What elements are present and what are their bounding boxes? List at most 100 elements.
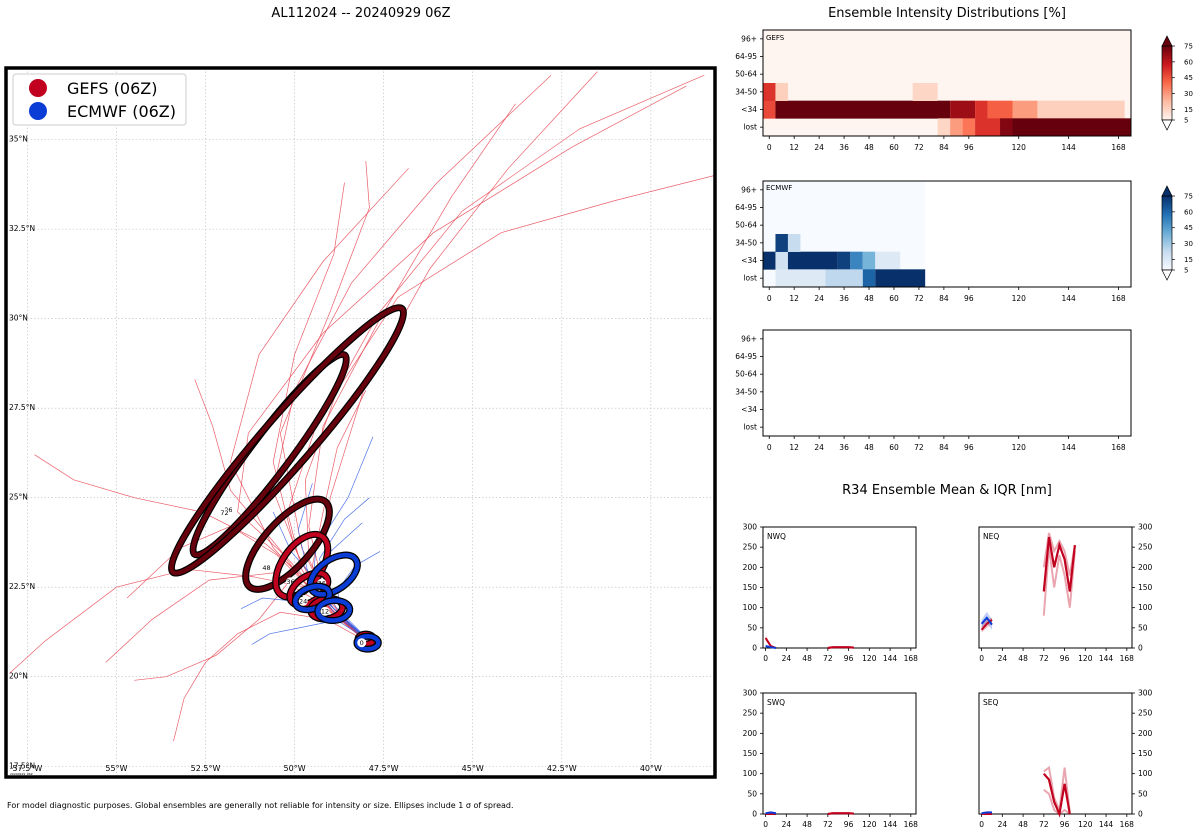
heatmap-xtick-label: 144: [1061, 294, 1076, 303]
map-lat-label: 20°N: [9, 672, 28, 681]
heatmap-cell: [1124, 100, 1131, 119]
r34-xtick-label: 0: [979, 820, 984, 829]
heatmap-xtick-label: 24: [814, 443, 824, 452]
r34-ytick-label: 300: [1138, 689, 1153, 698]
r34-ytick-label: 50: [747, 623, 757, 632]
heatmap-cell: [1012, 118, 1131, 137]
heatmap-cell: [787, 251, 838, 270]
r34-xtick-label: 24: [782, 654, 792, 663]
heatmap-cell: [950, 118, 963, 137]
heatmap-cell: [825, 269, 863, 288]
r34-ytick-label: 200: [1138, 563, 1153, 572]
r34-ecmwf-mean-line: [765, 645, 777, 649]
ecmwf-ellipse-label-bg: [320, 606, 330, 616]
r34-ytick-label: 150: [743, 749, 758, 758]
r34-xtick-label: 120: [1078, 820, 1093, 829]
legend-label-gefs: GEFS (06Z): [67, 79, 157, 98]
heatmap-xtick-label: 84: [939, 143, 949, 152]
heatmap-cell: [962, 118, 976, 137]
r34-panel-frame: [978, 526, 1133, 649]
gefs-heatmap-ticks: lost <34 34-50 50-64 64-95 96+ 0 12 24 36 48 60 72 84…: [735, 34, 1126, 152]
map-lon-label: 47.5°W: [369, 764, 399, 773]
legend-box: [12, 73, 187, 126]
heatmap-xtick-label: 72: [914, 294, 924, 303]
gefs-ellipse: [169, 305, 406, 576]
colorbar-tick-label: 60: [1184, 208, 1193, 216]
r34-xtick-label: 48: [802, 654, 812, 663]
map-title: AL112024 -- 20240929 06Z: [271, 6, 450, 21]
r34-gefs-mean-line-late: [1042, 772, 1071, 818]
r34-title: R34 Ensemble Mean & IQR [nm]: [842, 483, 1052, 498]
r34-panel-frame: [762, 692, 917, 815]
heatmap-cell: [975, 100, 988, 119]
ecmwf-ellipse: [354, 634, 381, 652]
legend-marker-gefs: [29, 79, 47, 97]
r34-ytick-label: 150: [1138, 583, 1153, 592]
ecmwf-ellipse-hour-label: 12: [321, 608, 329, 616]
r34-xtick-label: 0: [763, 820, 768, 829]
r34-panel-nwq: NWQ 0 50 100 150 200 250 300 0 24 48 72 96 120 144 168: [743, 523, 919, 664]
ecmwf-colorbar-min-arrow: [1161, 269, 1173, 281]
r34-xtick-label: 72: [1039, 654, 1049, 663]
ecmwf-ellipse: [315, 598, 353, 623]
map-lon-label: 45°W: [462, 764, 484, 773]
colorbar-tick-label: 15: [1184, 106, 1193, 114]
footer-note: For model diagnostic purposes. Global en…: [7, 801, 514, 810]
map-lon-label: 40°W: [640, 764, 662, 773]
r34-xtick-label: 24: [998, 654, 1008, 663]
r34-xtick-label: 144: [883, 654, 898, 663]
r34-ecmwf-mean-line: [980, 616, 993, 626]
heatmap-xtick-label: 36: [839, 443, 849, 452]
r34-xtick-label: 96: [844, 820, 854, 829]
r34-panel-label: NEQ: [983, 532, 999, 541]
heatmap-cell: [763, 251, 776, 270]
r34-ytick-label: 100: [743, 769, 758, 778]
r34-panel-label: SWQ: [767, 698, 785, 707]
r34-ytick-label: 200: [743, 729, 758, 738]
r34-xtick-label: 72: [1039, 820, 1049, 829]
r34-ytick-label: 200: [1138, 729, 1153, 738]
heatmap-xtick-label: 0: [767, 294, 772, 303]
heatmap-xtick-label: 72: [914, 443, 924, 452]
r34-ecmwf-mean-line: [981, 811, 992, 815]
ecmwf-colorbar-ticks: 5 15 30 45 60 75: [1172, 193, 1193, 275]
r34-ytick-label: 250: [743, 709, 758, 718]
r34-ytick-label: 300: [743, 689, 758, 698]
heatmap-cell: [1012, 100, 1038, 119]
heatmap-cell: [1000, 118, 1013, 137]
colorbar-tick-label: 75: [1184, 43, 1193, 51]
r34-gefs-iqr-lower: [1043, 789, 1071, 816]
r34-ytick-label: 250: [1138, 709, 1153, 718]
ecmwf-heatmap-frame: [762, 180, 1132, 288]
empty-heatmap-ticks: lost <34 34-50 50-64 64-95 96+ 0 12 24 36 48 60 72 84…: [735, 334, 1126, 452]
ecmwf-ellipse-label-bg: [298, 596, 308, 606]
r34-xtick-label: 96: [1060, 820, 1070, 829]
heatmap-ytick-label: lost: [743, 123, 757, 132]
legend: GEFS (06Z) ECMWF (06Z): [12, 73, 187, 126]
heatmap-ytick-label: 50-64: [735, 370, 757, 379]
r34-xtick-label: 168: [904, 654, 919, 663]
ecmwf-member-track: [251, 619, 370, 645]
heatmap-cell: [763, 100, 776, 119]
r34-xtick-label: 96: [844, 654, 854, 663]
heatmap-cell: [775, 269, 826, 288]
map-lon-label: 42.5°W: [547, 764, 577, 773]
empty-heatmap-frame: [762, 329, 1132, 437]
heatmap-xtick-label: 36: [839, 143, 849, 152]
r34-ytick-label: 150: [1138, 749, 1153, 758]
heatmap-ytick-label: 50-64: [735, 70, 757, 79]
empty-intensity-panel: lost <34 34-50 50-64 64-95 96+ 0 12 24 36 48 60 72 84…: [735, 329, 1132, 452]
heatmap-xtick-label: 60: [889, 143, 899, 152]
map-latitude-labels: 17.5°N 20°N 22.5°N 25°N 27.5°N 30°N 32.5°N 35°N: [9, 135, 35, 771]
heatmap-xtick-label: 12: [789, 294, 799, 303]
ecmwf-heatmap-cells: [763, 181, 926, 288]
r34-gefs-iqr-upper: [1043, 765, 1071, 814]
heatmap-xtick-label: 48: [864, 143, 874, 152]
heatmap-cell: [987, 100, 1013, 119]
heatmap-cell: [875, 269, 926, 288]
heatmap-xtick-label: 24: [814, 294, 824, 303]
heatmap-xtick-label: 36: [839, 294, 849, 303]
map-lon-label: 52.5°W: [191, 764, 221, 773]
r34-ytick-label: 200: [743, 563, 758, 572]
heatmap-ytick-label: 64-95: [735, 52, 757, 61]
